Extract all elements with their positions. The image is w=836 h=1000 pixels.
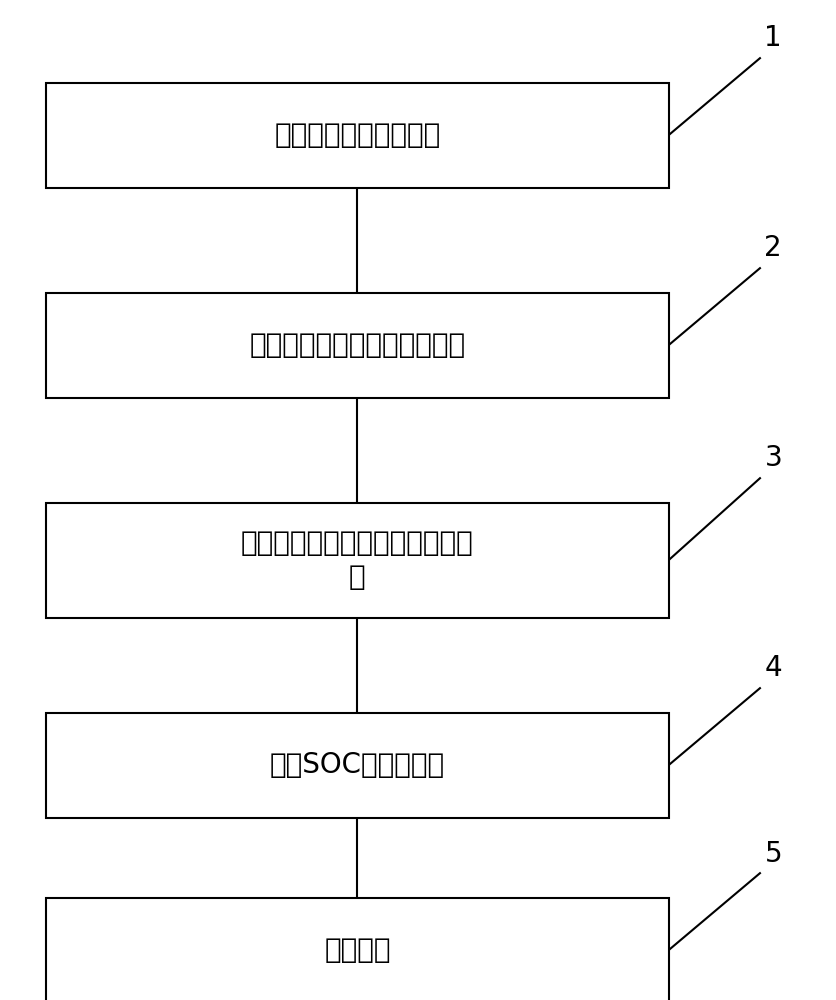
Text: 5: 5 bbox=[764, 840, 782, 867]
Text: 4: 4 bbox=[764, 654, 782, 682]
Bar bbox=[46, 292, 669, 397]
Text: 基准SOC值确定模块: 基准SOC值确定模块 bbox=[270, 751, 445, 779]
Text: 电池状态参数变化量计算模块: 电池状态参数变化量计算模块 bbox=[249, 331, 466, 359]
Text: 修正模块: 修正模块 bbox=[324, 936, 390, 964]
Bar bbox=[46, 502, 669, 617]
Bar bbox=[46, 83, 669, 188]
Text: 块: 块 bbox=[349, 564, 365, 591]
Text: 电池状态参数变化量差值计算模: 电池状态参数变化量差值计算模 bbox=[241, 528, 474, 556]
Bar bbox=[46, 712, 669, 818]
Text: 2: 2 bbox=[764, 234, 782, 262]
Text: 3: 3 bbox=[764, 444, 782, 473]
Text: 1: 1 bbox=[764, 24, 782, 52]
Bar bbox=[46, 898, 669, 1000]
Text: 电池状态参数记忆模块: 电池状态参数记忆模块 bbox=[274, 121, 441, 149]
